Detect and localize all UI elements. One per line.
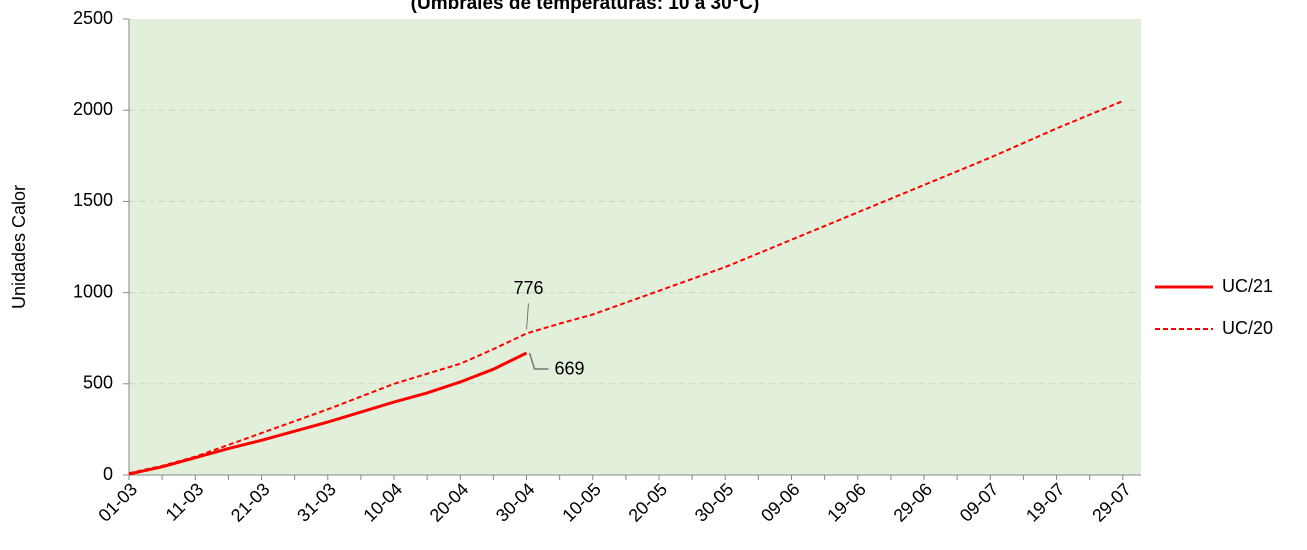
- x-tick-label: 21-03: [227, 479, 274, 526]
- chart-title: (Umbrales de temperaturas: 10 a 30°C): [411, 0, 760, 14]
- x-tick-label: 31-03: [293, 479, 340, 526]
- legend-label: UC/21: [1222, 276, 1273, 296]
- x-tick-label: 10-05: [558, 479, 605, 526]
- y-tick-label: 2000: [73, 99, 113, 119]
- x-tick-label: 29-06: [890, 479, 937, 526]
- x-tick-label: 09-07: [956, 479, 1003, 526]
- x-tick-label: 01-03: [94, 479, 141, 526]
- x-tick-label: 19-06: [823, 479, 870, 526]
- x-tick-label: 20-05: [625, 479, 672, 526]
- label-leader: [528, 352, 549, 370]
- y-tick-label: 1500: [73, 190, 113, 210]
- plot-area: [129, 19, 1141, 475]
- series-line: [128, 100, 1124, 475]
- x-tick-label: 30-05: [691, 479, 738, 526]
- y-tick-label: 500: [83, 373, 113, 393]
- x-tick-label: 10-04: [359, 479, 406, 526]
- data-label: 776: [513, 278, 543, 298]
- label-leader: [526, 303, 530, 330]
- y-tick-label: 0: [103, 464, 113, 484]
- y-tick-label: 1000: [73, 281, 113, 301]
- x-tick-label: 19-07: [1022, 479, 1069, 526]
- y-tick-label: 2500: [73, 8, 113, 28]
- x-tick-label: 29-07: [1088, 479, 1135, 526]
- x-tick-label: 30-04: [492, 479, 539, 526]
- y-axis-label: Unidades Calor: [9, 185, 29, 309]
- legend-label: UC/20: [1222, 318, 1273, 338]
- data-label: 669: [555, 359, 585, 379]
- x-tick-label: 09-06: [757, 479, 804, 526]
- x-tick-label: 11-03: [162, 479, 208, 525]
- x-tick-label: 20-04: [426, 479, 473, 526]
